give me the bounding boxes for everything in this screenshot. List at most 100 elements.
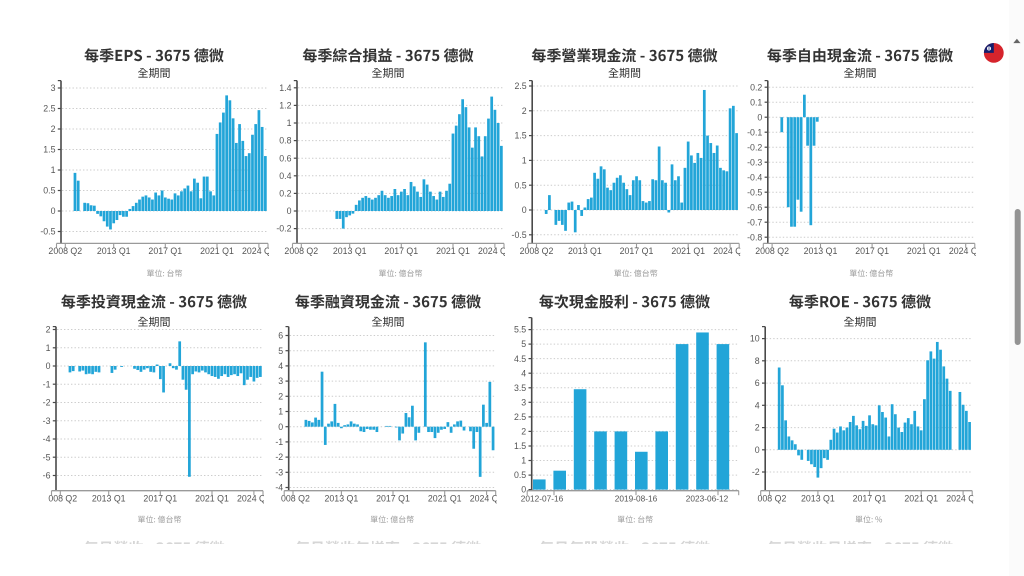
svg-text:2024 Q2: 2024 Q2 <box>242 246 276 256</box>
svg-text:2.5: 2.5 <box>43 104 55 114</box>
svg-text:2024 Q2: 2024 Q2 <box>478 246 512 256</box>
svg-text:0.1: 0.1 <box>750 97 762 107</box>
svg-text:2013 Q1: 2013 Q1 <box>333 246 367 256</box>
svg-text:0.6: 0.6 <box>279 153 291 163</box>
svg-text:1.2: 1.2 <box>279 101 291 111</box>
svg-text:-6: -6 <box>43 471 51 481</box>
svg-text:-2: -2 <box>752 467 760 477</box>
svg-text:1.5: 1.5 <box>514 441 526 451</box>
svg-text:0.2: 0.2 <box>279 189 291 199</box>
svg-text:2013 Q1: 2013 Q1 <box>804 246 838 256</box>
svg-text:0: 0 <box>278 422 283 432</box>
svg-text:0: 0 <box>522 205 527 215</box>
svg-text:2: 2 <box>46 325 51 335</box>
svg-text:2: 2 <box>755 423 760 433</box>
svg-text:2024 Q2: 2024 Q2 <box>713 246 747 256</box>
svg-text:1: 1 <box>46 343 51 353</box>
svg-text:2008 Q2: 2008 Q2 <box>284 246 318 256</box>
svg-text:2017 Q1: 2017 Q1 <box>148 246 182 256</box>
svg-text:0: 0 <box>757 112 762 122</box>
svg-text:2017 Q1: 2017 Q1 <box>384 246 418 256</box>
svg-text:-0.2: -0.2 <box>276 224 291 234</box>
svg-text:2013 Q1: 2013 Q1 <box>325 493 359 503</box>
svg-text:-0.2: -0.2 <box>747 142 762 152</box>
svg-text:0.5: 0.5 <box>43 186 55 196</box>
svg-text:-3: -3 <box>43 416 51 426</box>
svg-text:3.5: 3.5 <box>514 383 526 393</box>
svg-text:2012-07-16: 2012-07-16 <box>521 493 564 503</box>
svg-text:2024 Q2: 2024 Q2 <box>237 493 271 503</box>
svg-text:2008 Q2: 2008 Q2 <box>755 246 789 256</box>
svg-text:2013 Q1: 2013 Q1 <box>568 246 602 256</box>
svg-text:5: 5 <box>278 346 283 356</box>
svg-text:2008 Q2: 2008 Q2 <box>520 246 554 256</box>
svg-text:8: 8 <box>755 356 760 366</box>
svg-text:1: 1 <box>51 165 56 175</box>
svg-text:6: 6 <box>755 378 760 388</box>
svg-text:0: 0 <box>521 485 526 495</box>
svg-text:-0.5: -0.5 <box>512 230 527 240</box>
svg-text:-2: -2 <box>275 452 283 462</box>
svg-text:-0.3: -0.3 <box>747 157 762 167</box>
svg-text:0: 0 <box>51 206 56 216</box>
svg-text:2024 Q2: 2024 Q2 <box>946 493 980 503</box>
svg-text:2.5: 2.5 <box>514 81 526 91</box>
svg-text:-5: -5 <box>43 452 51 462</box>
svg-text:2017 Q1: 2017 Q1 <box>143 493 177 503</box>
svg-text:2021 Q1: 2021 Q1 <box>671 246 705 256</box>
svg-text:1.5: 1.5 <box>43 145 55 155</box>
svg-text:1: 1 <box>287 118 292 128</box>
svg-text:4: 4 <box>755 400 760 410</box>
svg-text:-1: -1 <box>275 437 283 447</box>
svg-text:2: 2 <box>278 391 283 401</box>
svg-text:-0.5: -0.5 <box>40 227 55 237</box>
svg-text:3: 3 <box>278 376 283 386</box>
svg-text:3: 3 <box>51 83 56 93</box>
svg-text:0.8: 0.8 <box>279 136 291 146</box>
svg-text:-1: -1 <box>43 379 51 389</box>
svg-text:2: 2 <box>521 427 526 437</box>
svg-text:3: 3 <box>521 397 526 407</box>
svg-text:-0.1: -0.1 <box>747 127 762 137</box>
svg-text:-0.8: -0.8 <box>747 232 762 242</box>
svg-text:2008 Q2: 2008 Q2 <box>48 246 82 256</box>
svg-text:1: 1 <box>522 156 527 166</box>
svg-text:2024 Q2: 2024 Q2 <box>949 246 983 256</box>
svg-text:2017 Q1: 2017 Q1 <box>376 493 410 503</box>
svg-text:2: 2 <box>522 106 527 116</box>
svg-text:0: 0 <box>46 361 51 371</box>
svg-text:2013 Q1: 2013 Q1 <box>92 493 126 503</box>
svg-text:2023-06-12: 2023-06-12 <box>686 493 729 503</box>
svg-text:2024 Q2: 2024 Q2 <box>470 493 504 503</box>
svg-text:6: 6 <box>278 331 283 341</box>
svg-text:2021 Q1: 2021 Q1 <box>904 493 938 503</box>
svg-text:-2: -2 <box>43 398 51 408</box>
svg-text:1.5: 1.5 <box>514 131 526 141</box>
svg-text:2021 Q1: 2021 Q1 <box>907 246 941 256</box>
svg-text:5.5: 5.5 <box>514 325 526 335</box>
svg-text:-0.6: -0.6 <box>747 202 762 212</box>
svg-text:4.5: 4.5 <box>514 354 526 364</box>
svg-text:0.4: 0.4 <box>279 171 291 181</box>
svg-text:2013 Q1: 2013 Q1 <box>801 493 835 503</box>
svg-text:2: 2 <box>51 124 56 134</box>
svg-text:0.5: 0.5 <box>514 470 526 480</box>
svg-text:5: 5 <box>521 339 526 349</box>
svg-text:0: 0 <box>287 206 292 216</box>
svg-text:2019-08-16: 2019-08-16 <box>615 493 658 503</box>
svg-text:2017 Q1: 2017 Q1 <box>620 246 654 256</box>
svg-text:0.2: 0.2 <box>750 82 762 92</box>
svg-text:2021 Q1: 2021 Q1 <box>200 246 234 256</box>
svg-text:2.5: 2.5 <box>514 412 526 422</box>
svg-text:1: 1 <box>521 456 526 466</box>
svg-text:2021 Q1: 2021 Q1 <box>428 493 462 503</box>
svg-text:2013 Q1: 2013 Q1 <box>97 246 131 256</box>
svg-text:4: 4 <box>278 361 283 371</box>
svg-text:2021 Q1: 2021 Q1 <box>436 246 470 256</box>
svg-text:1.4: 1.4 <box>279 83 291 93</box>
svg-text:2021 Q1: 2021 Q1 <box>195 493 229 503</box>
svg-text:0.5: 0.5 <box>514 180 526 190</box>
svg-text:4: 4 <box>521 368 526 378</box>
svg-text:2008 Q2: 2008 Q2 <box>43 493 77 503</box>
svg-text:-0.5: -0.5 <box>747 187 762 197</box>
